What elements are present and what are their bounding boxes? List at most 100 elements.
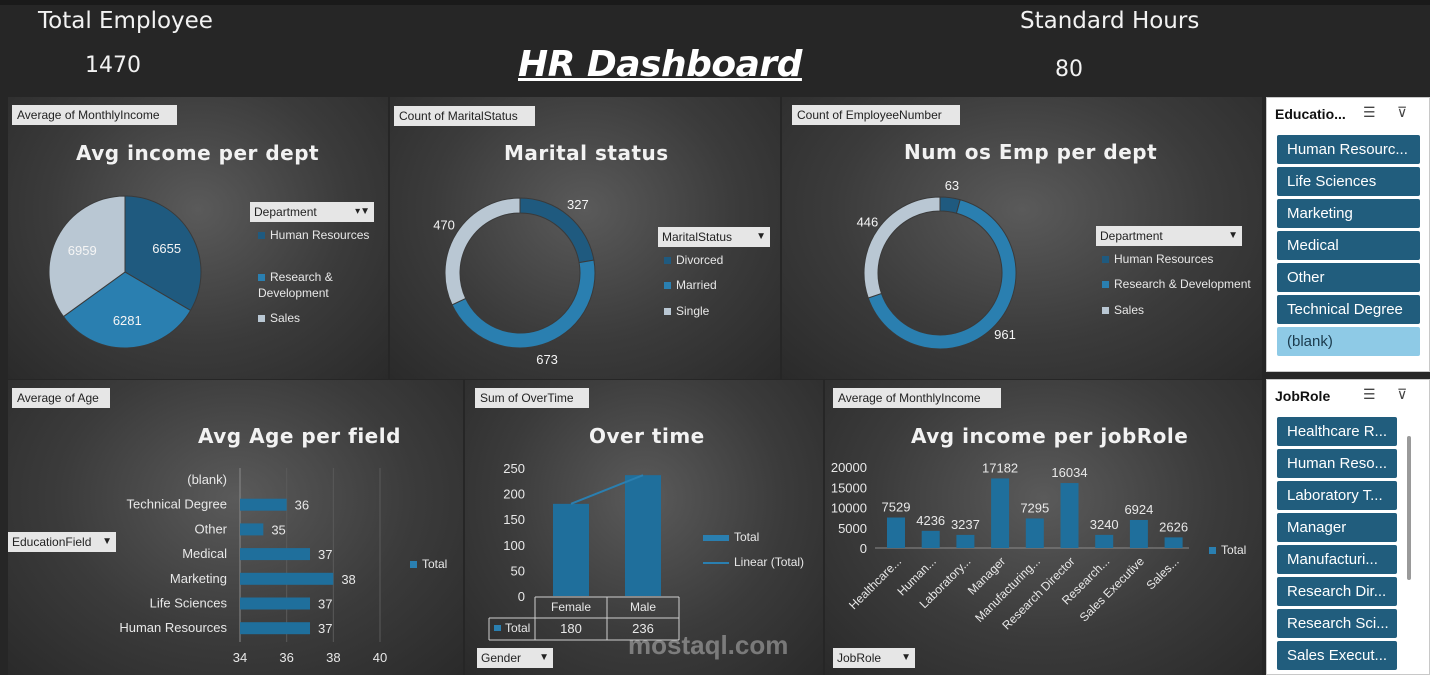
slicer-item[interactable]: Sales Execut... bbox=[1277, 641, 1397, 670]
y-tick-label: 50 bbox=[511, 563, 525, 578]
emp-dept-field-button[interactable]: Count of EmployeeNumber bbox=[792, 105, 960, 125]
age-field-button[interactable]: Average of Age bbox=[12, 388, 110, 408]
slicer-item[interactable]: Life Sciences bbox=[1277, 167, 1420, 196]
data-label: 35 bbox=[271, 522, 285, 537]
slicer-scrollbar[interactable] bbox=[1407, 436, 1411, 580]
bar bbox=[1060, 483, 1079, 548]
y-tick-label: (blank) bbox=[187, 472, 227, 487]
jobrole-dropdown[interactable]: JobRole ▼ bbox=[833, 648, 915, 668]
education-slicer-title: Educatio... bbox=[1275, 106, 1346, 122]
legend-swatch bbox=[258, 232, 265, 240]
department-filter-dropdown-2[interactable]: Department ▼ bbox=[1096, 226, 1242, 246]
x-tick-label: 40 bbox=[373, 650, 387, 665]
slicer-item[interactable]: Manufacturi... bbox=[1277, 545, 1397, 574]
pie-slice bbox=[62, 271, 192, 349]
bar bbox=[956, 534, 975, 548]
y-tick-label: 0 bbox=[518, 589, 525, 604]
legend-swatch bbox=[258, 315, 265, 323]
legend-total: Total bbox=[1209, 542, 1246, 558]
multi-select-icon[interactable]: ☰ bbox=[1363, 104, 1376, 120]
header-bar bbox=[0, 0, 1430, 5]
slicer-item[interactable]: Research Sci... bbox=[1277, 609, 1397, 638]
legend-research-development: Research & Development bbox=[1102, 276, 1251, 292]
total-employee-value: 1470 bbox=[85, 53, 141, 78]
overtime-bar-chart: 0 50 100 150 200 250 Female 180 Male 236 Total bbox=[488, 461, 680, 641]
y-tick-label: Medical bbox=[182, 546, 227, 561]
department-filter-dropdown[interactable]: Department ▾▼ bbox=[250, 202, 374, 222]
legend-married: Married bbox=[664, 277, 717, 293]
income-role-field-button[interactable]: Average of MonthlyIncome bbox=[833, 388, 1001, 408]
income-dept-panel: Average of MonthlyIncome Avg income per … bbox=[8, 97, 388, 379]
clear-filter-icon[interactable]: ⊽ bbox=[1397, 104, 1408, 120]
slicer-item[interactable]: (blank) bbox=[1277, 327, 1420, 356]
data-label: 38 bbox=[341, 572, 355, 587]
emp-dept-title: Num os Emp per dept bbox=[904, 140, 1158, 164]
bar bbox=[991, 478, 1010, 548]
slicer-item[interactable]: Marketing bbox=[1277, 199, 1420, 228]
y-tick-label: 15000 bbox=[831, 480, 867, 495]
bar bbox=[240, 597, 310, 610]
gender-dropdown[interactable]: Gender ▼ bbox=[477, 648, 553, 668]
slicer-item[interactable]: Research Dir... bbox=[1277, 577, 1397, 606]
standard-hours-value: 80 bbox=[1055, 57, 1083, 82]
slicer-item[interactable]: Other bbox=[1277, 263, 1420, 292]
x-tick-label: Male bbox=[630, 600, 656, 614]
x-tick-label: 36 bbox=[279, 650, 293, 665]
table-row-label: Total bbox=[505, 621, 530, 635]
pie-slice bbox=[124, 195, 202, 312]
slicer-item[interactable]: Manager bbox=[1277, 513, 1397, 542]
legend-research-development: Research & Development bbox=[258, 270, 333, 300]
bar bbox=[1025, 518, 1044, 548]
marital-filter-dropdown[interactable]: MaritalStatus ▼ bbox=[658, 227, 770, 247]
slicer-item[interactable]: Laboratory T... bbox=[1277, 481, 1397, 510]
data-label: 3237 bbox=[951, 517, 980, 532]
bar bbox=[240, 572, 334, 585]
y-tick-label: 20000 bbox=[831, 460, 867, 475]
slicer-item[interactable]: Medical bbox=[1277, 231, 1420, 260]
table-value: 180 bbox=[560, 621, 582, 636]
slicer-item[interactable]: Healthcare R... bbox=[1277, 417, 1397, 446]
education-field-dropdown[interactable]: EducationField ▼ bbox=[8, 532, 116, 552]
data-label: 6655 bbox=[152, 241, 181, 256]
age-field-bar-chart: 34 36 38 40 Human Resources 37 Life Sciences 37… bbox=[119, 468, 387, 665]
legend-key bbox=[494, 625, 501, 631]
bar bbox=[240, 523, 264, 536]
income-role-title: Avg income per jobRole bbox=[911, 424, 1189, 448]
slicer-item[interactable]: Human Resourc... bbox=[1277, 135, 1420, 164]
jobrole-slicer: JobRole ☰ ⊽ Healthcare R... Human Reso...… bbox=[1266, 379, 1430, 675]
income-role-panel: Average of MonthlyIncome Avg income per … bbox=[825, 380, 1262, 675]
data-label: 3240 bbox=[1090, 517, 1119, 532]
y-tick-label: Marketing bbox=[170, 571, 227, 586]
y-tick-label: Other bbox=[194, 521, 227, 536]
department-filter-label: Department bbox=[1100, 229, 1163, 243]
total-employee-label: Total Employee bbox=[38, 8, 213, 34]
pie-slice bbox=[863, 196, 941, 299]
bar bbox=[240, 622, 310, 635]
page-title: HR Dashboard bbox=[518, 44, 802, 85]
data-label: 37 bbox=[318, 597, 332, 612]
data-label: 6924 bbox=[1124, 502, 1153, 517]
legend-swatch bbox=[1209, 547, 1216, 555]
legend-swatch bbox=[703, 534, 729, 541]
marital-field-button[interactable]: Count of MaritalStatus bbox=[394, 106, 535, 126]
slicer-item[interactable]: Human Reso... bbox=[1277, 449, 1397, 478]
legend-sales: Sales bbox=[258, 310, 300, 326]
pie-slice bbox=[48, 195, 126, 318]
income-dept-pie-chart: 6655 6281 6959 bbox=[48, 195, 202, 349]
data-label: 17182 bbox=[982, 460, 1018, 475]
slicer-item[interactable]: Technical Degree bbox=[1277, 295, 1420, 324]
income-dept-field-button[interactable]: Average of MonthlyIncome bbox=[12, 105, 177, 125]
multi-select-icon[interactable]: ☰ bbox=[1363, 386, 1376, 402]
legend-sales: Sales bbox=[1102, 302, 1144, 318]
data-label: 7295 bbox=[1020, 500, 1049, 515]
overtime-field-button[interactable]: Sum of OverTime bbox=[475, 388, 589, 408]
y-tick-label: Technical Degree bbox=[127, 497, 227, 512]
bar bbox=[1095, 534, 1114, 548]
legend-swatch bbox=[664, 257, 671, 265]
bar bbox=[1164, 537, 1183, 548]
legend-total: Total bbox=[410, 556, 447, 572]
clear-filter-icon[interactable]: ⊽ bbox=[1397, 386, 1408, 402]
overtime-panel: Sum of OverTime Over time 0 50 100 150 200 25… bbox=[465, 380, 823, 675]
filter-dropdown-icon: ▼ bbox=[539, 652, 549, 663]
bar bbox=[887, 517, 905, 548]
